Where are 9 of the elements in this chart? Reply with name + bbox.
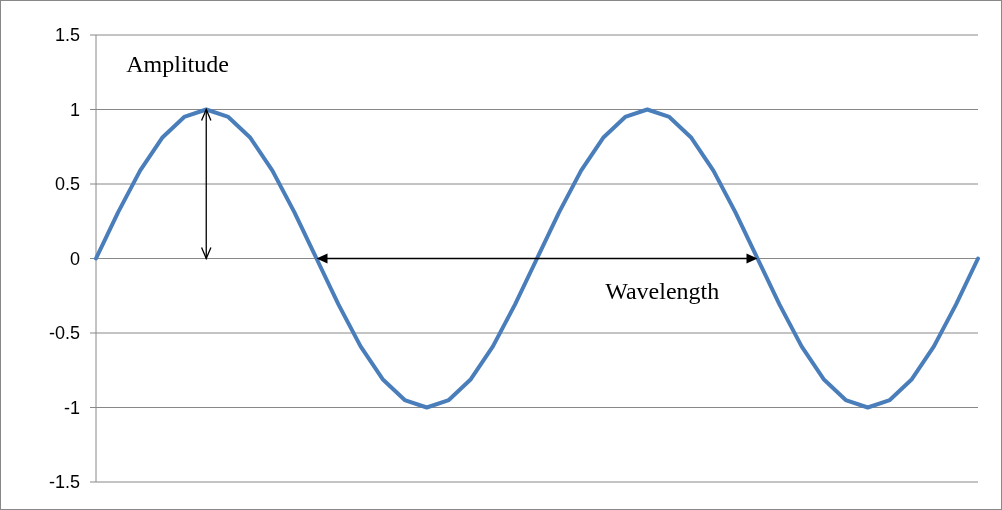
y-tick-label: 0.5 [54,174,80,195]
y-tick-label: 1.5 [54,25,80,46]
y-tick-label: -1.5 [48,472,80,493]
annotation: Amplitude [126,51,229,78]
y-tick-label: -1 [63,397,80,418]
y-tick-label: -0.5 [48,323,80,344]
y-tick-label: 1 [69,99,80,120]
annotation: Wavelength [605,277,720,304]
y-tick-label: 0 [69,248,80,269]
